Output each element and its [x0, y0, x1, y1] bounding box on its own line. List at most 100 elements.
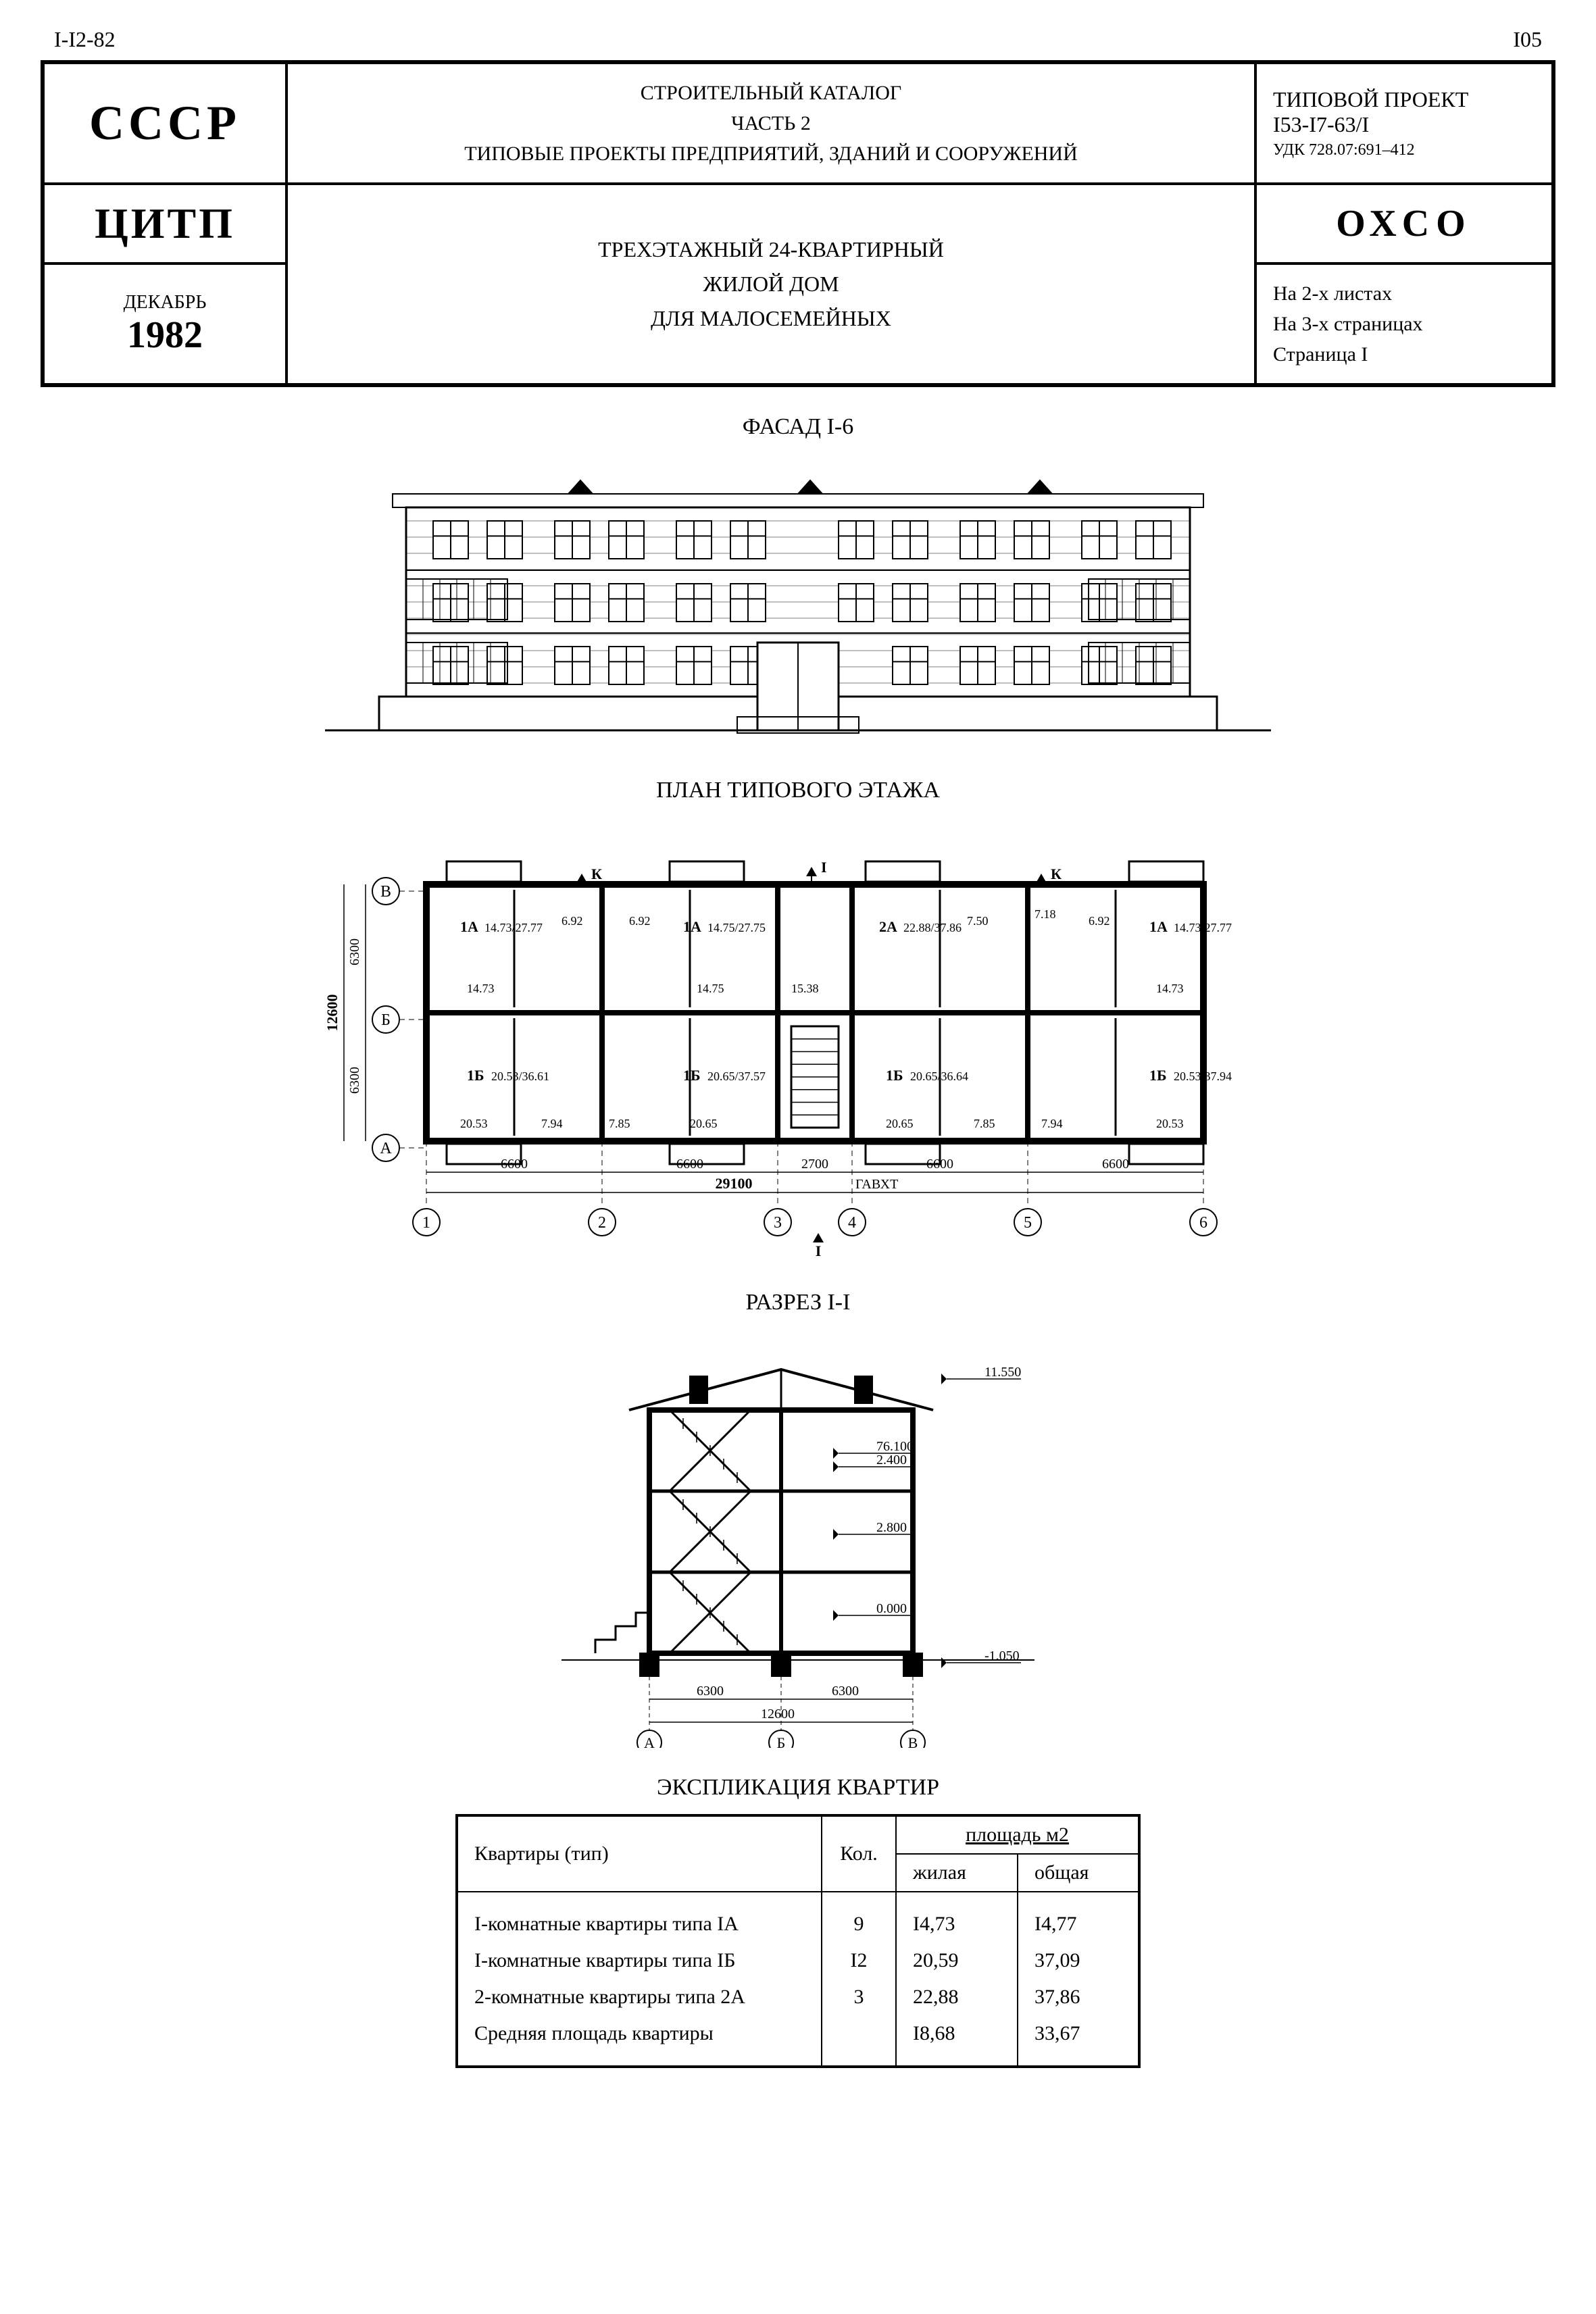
svg-text:20.53: 20.53 [460, 1117, 488, 1130]
page-header: I-I2-82 I05 [41, 27, 1555, 52]
svg-text:1А: 1А [1149, 918, 1168, 935]
section-svg: 11.55076.1002.4002.8000.000-1.0506300630… [494, 1329, 1102, 1748]
svg-text:1Б: 1Б [886, 1067, 903, 1084]
svg-text:I: I [821, 859, 827, 876]
svg-text:6600: 6600 [926, 1157, 953, 1172]
pages-line2: На 3-х страницах [1273, 309, 1535, 339]
title-block: СССР СТРОИТЕЛЬНЫЙ КАТАЛОГ ЧАСТЬ 2 ТИПОВЫ… [41, 60, 1555, 387]
cell-living: I4,73 [896, 1892, 1018, 1942]
page-info: На 2-х листах На 3-х страницах Страница … [1255, 263, 1553, 384]
svg-text:К: К [1051, 865, 1062, 882]
class-code: ОХСО [1255, 184, 1553, 263]
svg-text:15.38: 15.38 [791, 982, 819, 995]
table-row: 2-комнатные квартиры типа 2А322,8837,86 [457, 1979, 1139, 2015]
desc-line3: ДЛЯ МАЛОСЕМЕЙНЫХ [304, 301, 1238, 336]
cell-living: I8,68 [896, 2015, 1018, 2067]
pages-line1: На 2-х листах [1273, 278, 1535, 309]
cell-living: 20,59 [896, 1942, 1018, 1979]
svg-text:4: 4 [848, 1214, 856, 1232]
cell-total: 37,09 [1018, 1942, 1139, 1979]
svg-text:Б: Б [777, 1734, 786, 1748]
svg-text:А: А [644, 1734, 655, 1748]
svg-text:6: 6 [1199, 1214, 1207, 1232]
svg-text:2.400: 2.400 [876, 1453, 907, 1467]
svg-text:В: В [380, 883, 391, 901]
project-info: ТИПОВОЙ ПРОЕКТ I53-I7-63/I УДК 728.07:69… [1255, 63, 1553, 184]
catalog-line3: ТИПОВЫЕ ПРОЕКТЫ ПРЕДПРИЯТИЙ, ЗДАНИЙ И СО… [304, 139, 1238, 169]
pages-line3: Страница I [1273, 339, 1535, 370]
svg-text:7.94: 7.94 [541, 1117, 563, 1130]
cell-total: 33,67 [1018, 2015, 1139, 2067]
svg-text:7.50: 7.50 [967, 914, 989, 928]
svg-text:20.65/37.57: 20.65/37.57 [707, 1070, 766, 1083]
building-description: ТРЕХЭТАЖНЫЙ 24-КВАРТИРНЫЙ ЖИЛОЙ ДОМ ДЛЯ … [286, 184, 1255, 384]
org-label: ЦИТП [43, 184, 286, 263]
catalog-line2: ЧАСТЬ 2 [304, 108, 1238, 139]
svg-text:12600: 12600 [324, 995, 341, 1032]
svg-text:14.73: 14.73 [1156, 982, 1184, 995]
section-title: РАЗРЕЗ I-I [41, 1290, 1555, 1315]
svg-text:20.65/36.64: 20.65/36.64 [910, 1070, 968, 1083]
apartment-table: Квартиры (тип) Кол. площадь м2 жилая общ… [455, 1814, 1141, 2068]
issue-month: ДЕКАБРЬ [124, 292, 207, 313]
svg-text:2.800: 2.800 [876, 1520, 907, 1535]
svg-text:14.75: 14.75 [697, 982, 724, 995]
svg-text:12600: 12600 [761, 1707, 795, 1721]
svg-text:ГАВХТ: ГАВХТ [855, 1177, 898, 1192]
svg-text:6300: 6300 [832, 1684, 859, 1699]
col-type-header: Квартиры (тип) [457, 1815, 822, 1892]
project-label: ТИПОВОЙ ПРОЕКТ [1273, 87, 1535, 112]
svg-text:0.000: 0.000 [876, 1601, 907, 1616]
project-number: I53-I7-63/I [1273, 112, 1535, 137]
svg-text:1Б: 1Б [1149, 1067, 1167, 1084]
table-row: Средняя площадь квартиры I8,6833,67 [457, 2015, 1139, 2067]
svg-text:20.53/37.94: 20.53/37.94 [1174, 1070, 1232, 1083]
svg-text:6600: 6600 [676, 1157, 703, 1172]
table-row: I-комнатные квартиры типа IБI220,5937,09 [457, 1942, 1139, 1979]
plan-title: ПЛАН ТИПОВОГО ЭТАЖА [41, 778, 1555, 803]
facade-svg [325, 453, 1271, 751]
svg-text:20.53/36.61: 20.53/36.61 [491, 1070, 549, 1083]
desc-line2: ЖИЛОЙ ДОМ [304, 267, 1238, 301]
cell-type: Средняя площадь квартиры [457, 2015, 822, 2067]
cell-type: I-комнатные квартиры типа IА [457, 1892, 822, 1942]
svg-text:7.85: 7.85 [609, 1117, 630, 1130]
cell-total: 37,86 [1018, 1979, 1139, 2015]
svg-text:11.550: 11.550 [984, 1365, 1021, 1380]
svg-text:6.92: 6.92 [562, 914, 583, 928]
cell-qty: 3 [822, 1979, 896, 2015]
svg-text:6300: 6300 [347, 938, 362, 965]
section-drawing: 11.55076.1002.4002.8000.000-1.0506300630… [41, 1329, 1555, 1748]
svg-text:7.85: 7.85 [974, 1117, 995, 1130]
doc-code: I-I2-82 [54, 27, 116, 52]
facade-drawing [41, 453, 1555, 751]
svg-text:22.88/37.86: 22.88/37.86 [903, 921, 962, 934]
svg-text:3: 3 [774, 1214, 782, 1232]
svg-text:А: А [380, 1140, 392, 1157]
col-total-header: общая [1018, 1854, 1139, 1892]
table-row: I-комнатные квартиры типа IА9I4,73I4,77 [457, 1892, 1139, 1942]
issue-year: 1982 [127, 313, 203, 357]
apt-table-title: ЭКСПЛИКАЦИЯ КВАРТИР [41, 1775, 1555, 1801]
udk-code: УДК 728.07:691–412 [1273, 141, 1535, 159]
svg-text:7.94: 7.94 [1041, 1117, 1063, 1130]
plan-svg: 1А14.73/27.776.926.921А14.75/27.752А22.8… [291, 817, 1305, 1263]
svg-text:14.73/27.77: 14.73/27.77 [484, 921, 543, 934]
svg-text:В: В [908, 1734, 918, 1748]
facade-title: ФАСАД I-6 [41, 414, 1555, 440]
svg-text:76.100: 76.100 [876, 1439, 914, 1454]
col-qty-header: Кол. [822, 1815, 896, 1892]
ussr-label: СССР [43, 63, 286, 184]
svg-text:5: 5 [1024, 1214, 1032, 1232]
issue-date: ДЕКАБРЬ 1982 [43, 263, 286, 384]
col-area-header: площадь м2 [896, 1815, 1139, 1854]
cell-type: 2-комнатные квартиры типа 2А [457, 1979, 822, 2015]
svg-text:20.65: 20.65 [690, 1117, 718, 1130]
svg-text:1Б: 1Б [467, 1067, 484, 1084]
cell-qty [822, 2015, 896, 2067]
svg-text:1Б: 1Б [683, 1067, 701, 1084]
svg-text:14.75/27.75: 14.75/27.75 [707, 921, 766, 934]
svg-text:Б: Б [381, 1011, 391, 1029]
svg-text:1А: 1А [460, 918, 478, 935]
svg-text:29100: 29100 [716, 1175, 753, 1192]
